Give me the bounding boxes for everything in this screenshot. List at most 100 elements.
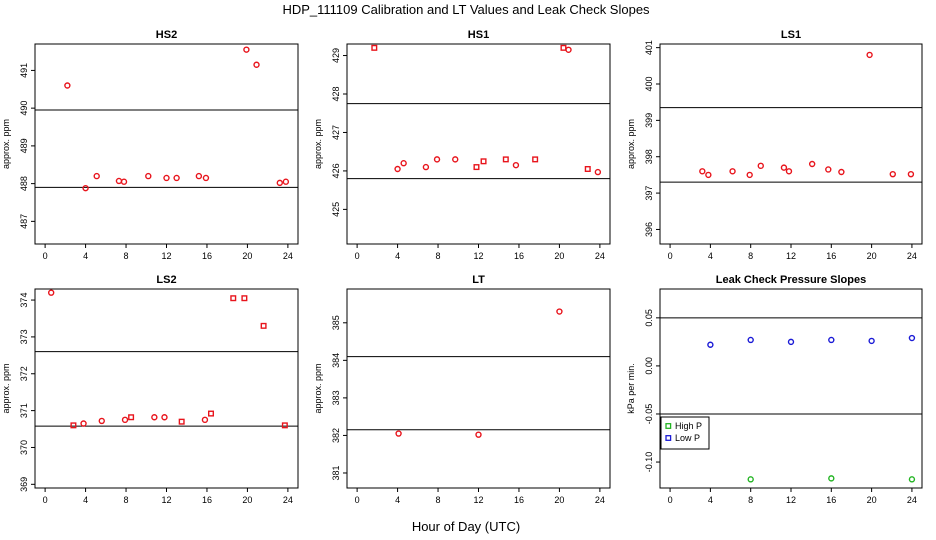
- x-tick-label: 0: [355, 251, 360, 261]
- legend-label: High P: [675, 421, 702, 431]
- data-point: [828, 475, 835, 482]
- x-tick-label: 4: [708, 251, 713, 261]
- panel-title: LT: [472, 274, 485, 286]
- x-tick-label: 4: [708, 495, 713, 505]
- data-point: [195, 172, 203, 180]
- y-tick-label: 398: [644, 149, 654, 164]
- x-tick-label: 20: [867, 251, 877, 261]
- x-tick-label: 16: [826, 495, 836, 505]
- data-point: [128, 414, 135, 421]
- data-point: [400, 160, 407, 167]
- y-tick-label: 0.05: [644, 309, 654, 327]
- data-point: [452, 156, 459, 163]
- y-tick-label: 371: [19, 403, 29, 418]
- plot-frame: [34, 43, 299, 245]
- figure-title: HDP_111109 Calibration and LT Values and…: [282, 2, 650, 17]
- x-tick-label: 8: [748, 495, 753, 505]
- y-tick-label: -0.10: [644, 452, 654, 473]
- data-point: [173, 174, 180, 182]
- data-point: [868, 337, 875, 345]
- legend-box: [660, 416, 710, 450]
- chart-panel-6: Leak Check Pressure Slopes kPa per min. 0 4…: [626, 274, 923, 505]
- y-tick-label: 397: [644, 186, 654, 201]
- y-tick-label: 428: [331, 86, 341, 101]
- data-point: [145, 172, 152, 180]
- data-point: [120, 178, 128, 185]
- x-tick-label: 12: [161, 495, 171, 505]
- y-axis-label: approx. ppm: [626, 119, 636, 169]
- x-tick-label: 16: [202, 495, 212, 505]
- y-tick-label: 427: [331, 125, 341, 140]
- data-point: [115, 177, 123, 185]
- x-tick-label: 24: [595, 495, 605, 505]
- plot-frame: [34, 288, 299, 489]
- data-point: [201, 416, 209, 424]
- x-tick-label: 0: [43, 495, 48, 505]
- data-point: [371, 44, 378, 51]
- data-point: [747, 336, 754, 344]
- data-point: [908, 476, 916, 483]
- x-tick-label: 8: [748, 251, 753, 261]
- y-axis-label: approx. ppm: [1, 363, 11, 413]
- panel-title: HS1: [468, 29, 489, 41]
- plot-frame: [659, 43, 923, 245]
- data-point: [889, 170, 896, 178]
- data-point: [785, 168, 793, 175]
- data-point: [98, 417, 105, 425]
- x-tick-label: 4: [83, 251, 88, 261]
- data-point: [475, 431, 482, 438]
- y-tick-label: 384: [331, 353, 341, 368]
- data-point: [394, 165, 401, 173]
- y-tick-label: 487: [19, 214, 29, 229]
- data-point: [473, 164, 480, 171]
- x-tick-label: 12: [473, 251, 483, 261]
- data-point: [276, 179, 283, 187]
- y-tick-label: 491: [19, 63, 29, 78]
- data-point: [699, 168, 706, 175]
- panel-title: LS1: [781, 29, 801, 41]
- data-point: [243, 46, 250, 53]
- data-point: [395, 430, 402, 437]
- data-point: [64, 82, 71, 89]
- plot-frame: [346, 43, 611, 245]
- y-tick-label: 426: [331, 163, 341, 178]
- plot-frame: [659, 288, 923, 489]
- x-tick-label: 24: [907, 251, 917, 261]
- data-point: [828, 336, 835, 344]
- data-point: [907, 170, 915, 178]
- y-tick-label: 381: [331, 465, 341, 480]
- data-point: [729, 168, 736, 175]
- data-point: [866, 51, 873, 59]
- data-point: [808, 160, 816, 168]
- data-point: [707, 341, 714, 348]
- y-tick-label: 0.00: [644, 357, 654, 375]
- data-point: [532, 156, 539, 163]
- y-tick-label: 429: [331, 48, 341, 63]
- data-point: [70, 422, 77, 429]
- data-point: [93, 172, 100, 180]
- x-tick-label: 16: [514, 495, 524, 505]
- y-tick-label: 374: [19, 293, 29, 308]
- y-tick-label: 385: [331, 315, 341, 330]
- y-tick-label: 383: [331, 390, 341, 405]
- data-point: [260, 322, 267, 329]
- data-point: [480, 158, 487, 165]
- data-point: [780, 164, 788, 171]
- data-point: [908, 334, 916, 342]
- y-tick-label: 382: [331, 428, 341, 443]
- x-tick-label: 20: [242, 495, 252, 505]
- data-point: [565, 46, 572, 53]
- x-tick-label: 24: [907, 495, 917, 505]
- y-tick-label: 373: [19, 329, 29, 344]
- y-tick-label: 489: [19, 138, 29, 153]
- y-tick-label: 370: [19, 440, 29, 455]
- data-point: [281, 422, 288, 429]
- x-tick-label: 20: [554, 251, 564, 261]
- data-point: [825, 166, 832, 173]
- x-tick-label: 12: [161, 251, 171, 261]
- x-tick-label: 4: [395, 251, 400, 261]
- x-tick-label: 8: [124, 495, 129, 505]
- x-tick-label: 20: [242, 251, 252, 261]
- data-point: [208, 410, 215, 417]
